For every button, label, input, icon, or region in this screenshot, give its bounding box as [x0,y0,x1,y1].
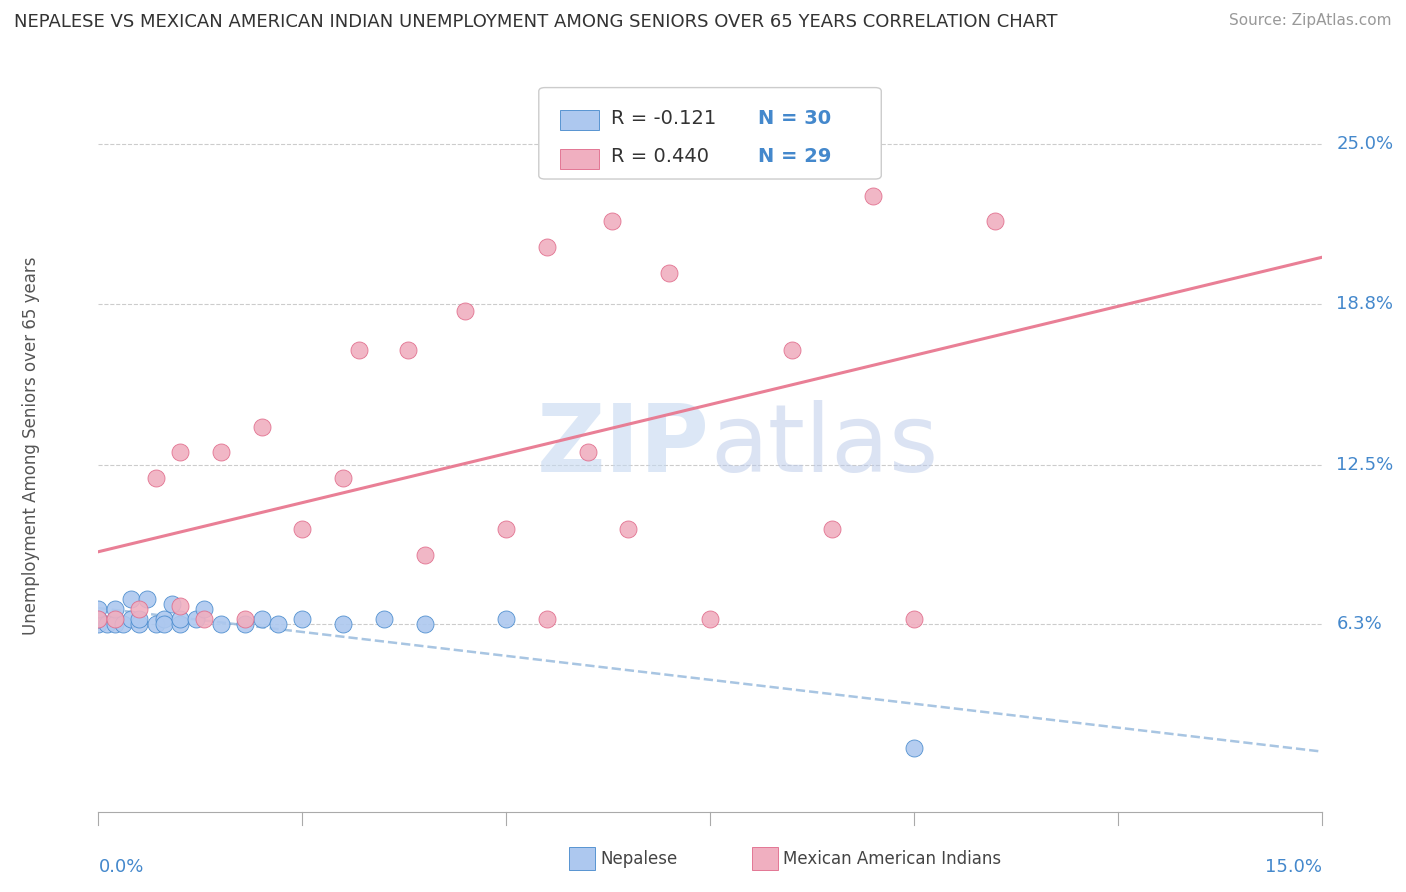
Point [250,612,273,626]
Point [536,240,558,254]
Point [349,343,371,357]
Point [111,617,134,632]
Point [600,214,623,228]
Point [821,523,844,537]
Point [699,612,721,626]
Text: Mexican American Indians: Mexican American Indians [783,849,1001,868]
Text: Source: ZipAtlas.com: Source: ZipAtlas.com [1229,13,1392,29]
Point [87,617,110,632]
Point [903,612,925,626]
Point [396,343,419,357]
Point [903,740,925,755]
Point [104,612,127,626]
Point [193,602,215,616]
Point [413,548,436,562]
Point [120,591,142,606]
Point [332,617,354,632]
Point [291,523,314,537]
Text: N = 30: N = 30 [758,109,831,128]
Point [495,523,517,537]
Text: ZIP: ZIP [537,400,710,492]
Point [152,612,174,626]
Point [96,617,118,632]
Point [373,612,395,626]
Point [209,617,232,632]
FancyBboxPatch shape [538,87,882,179]
Point [984,214,1007,228]
Text: N = 29: N = 29 [758,147,831,167]
Text: 18.8%: 18.8% [1336,294,1393,312]
Text: 15.0%: 15.0% [1264,858,1322,876]
Text: 6.3%: 6.3% [1336,615,1382,633]
Text: R = -0.121: R = -0.121 [612,109,716,128]
Point [128,612,150,626]
Point [120,612,142,626]
Point [145,471,167,485]
Point [267,617,290,632]
Point [169,599,191,614]
Point [617,523,640,537]
Point [454,304,477,318]
Point [193,612,215,626]
Point [495,612,517,626]
Point [169,612,191,626]
Point [862,188,884,202]
Text: 0.0%: 0.0% [98,858,143,876]
Point [104,617,127,632]
Point [152,617,174,632]
Point [233,617,256,632]
Point [250,419,273,434]
Text: 25.0%: 25.0% [1336,136,1393,153]
Text: atlas: atlas [710,400,938,492]
Point [209,445,232,459]
Point [576,445,599,459]
Point [658,266,681,280]
Point [233,612,256,626]
Point [160,597,183,611]
Point [780,343,803,357]
Point [87,612,110,626]
Point [145,617,167,632]
Point [169,617,191,632]
Point [413,617,436,632]
Text: 12.5%: 12.5% [1336,456,1393,475]
Point [186,612,208,626]
Point [169,445,191,459]
Point [104,602,127,616]
Text: NEPALESE VS MEXICAN AMERICAN INDIAN UNEMPLOYMENT AMONG SENIORS OVER 65 YEARS COR: NEPALESE VS MEXICAN AMERICAN INDIAN UNEM… [14,13,1057,31]
Text: Nepalese: Nepalese [600,849,678,868]
Point [128,602,150,616]
Text: Unemployment Among Seniors over 65 years: Unemployment Among Seniors over 65 years [22,257,41,635]
Point [332,471,354,485]
Bar [560,110,599,130]
Text: R = 0.440: R = 0.440 [612,147,709,167]
Point [136,591,159,606]
Point [87,612,110,626]
Point [128,617,150,632]
Point [536,612,558,626]
Bar [560,149,599,169]
Point [291,612,314,626]
Point [87,602,110,616]
